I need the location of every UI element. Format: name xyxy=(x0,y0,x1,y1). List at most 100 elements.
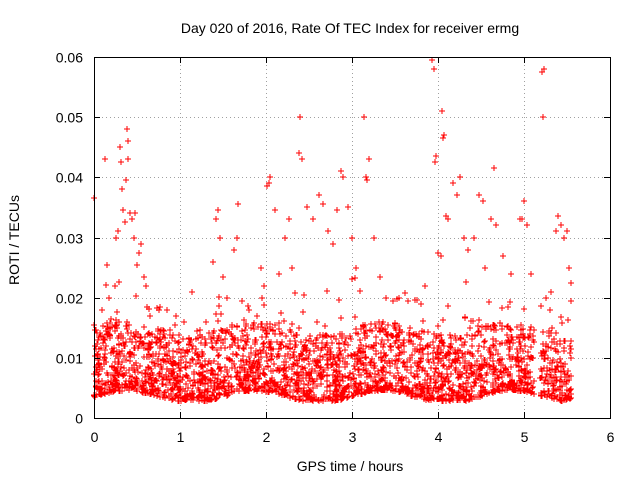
data-point xyxy=(138,334,144,340)
data-point xyxy=(568,355,574,361)
data-point xyxy=(280,387,286,393)
data-point xyxy=(277,331,283,337)
data-point xyxy=(117,144,123,150)
chart-title: Day 020 of 2016, Rate Of TEC Index for r… xyxy=(181,20,519,36)
data-point xyxy=(301,390,307,396)
data-point xyxy=(211,385,217,391)
data-point xyxy=(388,343,394,349)
data-point xyxy=(396,323,402,329)
data-point xyxy=(438,374,444,380)
data-point xyxy=(433,388,439,394)
data-point xyxy=(135,369,141,375)
data-point xyxy=(455,375,461,381)
data-point xyxy=(152,334,158,340)
data-point xyxy=(484,379,490,385)
data-point xyxy=(97,330,103,336)
data-point xyxy=(487,364,493,370)
data-point xyxy=(439,371,445,377)
data-point xyxy=(240,353,246,359)
data-point xyxy=(513,362,519,368)
data-point xyxy=(480,387,486,393)
data-point xyxy=(157,304,163,310)
data-point xyxy=(102,156,108,162)
data-point xyxy=(402,364,408,370)
data-point xyxy=(478,332,484,338)
data-point xyxy=(292,338,298,344)
data-point xyxy=(424,386,430,392)
data-point xyxy=(470,318,476,324)
data-point xyxy=(176,387,182,393)
data-point xyxy=(349,276,355,282)
x-tick-label: 2 xyxy=(263,429,271,445)
data-point xyxy=(283,333,289,339)
data-point xyxy=(422,382,428,388)
data-point xyxy=(310,385,316,391)
data-point xyxy=(161,344,167,350)
data-point xyxy=(558,314,564,320)
data-point xyxy=(435,373,441,379)
data-point xyxy=(276,271,282,277)
data-point xyxy=(390,298,396,304)
data-point xyxy=(119,388,125,394)
data-point xyxy=(289,265,295,271)
data-point xyxy=(222,345,228,351)
data-point xyxy=(154,393,160,399)
data-point xyxy=(272,207,278,213)
data-point xyxy=(145,364,151,370)
data-point xyxy=(336,352,342,358)
data-point xyxy=(290,394,296,400)
data-point xyxy=(343,385,349,391)
data-point xyxy=(368,359,374,365)
data-point xyxy=(291,387,297,393)
data-point xyxy=(504,332,510,338)
data-point xyxy=(186,335,192,341)
data-point xyxy=(479,324,485,330)
data-point xyxy=(300,398,306,404)
data-point xyxy=(116,341,122,347)
data-point xyxy=(471,235,477,241)
data-point xyxy=(185,385,191,391)
data-point xyxy=(150,353,156,359)
data-point xyxy=(528,354,534,360)
data-point xyxy=(269,353,275,359)
data-point xyxy=(449,388,455,394)
data-point xyxy=(199,334,205,340)
data-point xyxy=(415,363,421,369)
data-point xyxy=(546,330,552,336)
data-point xyxy=(126,367,132,373)
data-point xyxy=(242,338,248,344)
data-point xyxy=(267,326,273,332)
data-point xyxy=(219,328,225,334)
data-point xyxy=(475,348,481,354)
data-point xyxy=(157,343,163,349)
data-point xyxy=(356,366,362,372)
data-point xyxy=(178,360,184,366)
data-point xyxy=(499,356,505,362)
data-point xyxy=(438,253,444,259)
data-point xyxy=(158,364,164,370)
data-point xyxy=(389,383,395,389)
data-point xyxy=(208,360,214,366)
data-point xyxy=(289,321,295,327)
data-point xyxy=(268,339,274,345)
data-point xyxy=(372,363,378,369)
data-point xyxy=(369,328,375,334)
data-point xyxy=(124,385,130,391)
data-point xyxy=(552,393,558,399)
data-point xyxy=(248,350,254,356)
data-point xyxy=(255,324,261,330)
data-point xyxy=(417,393,423,399)
data-point xyxy=(338,168,344,174)
data-point xyxy=(413,331,419,337)
data-point xyxy=(147,313,153,319)
data-point xyxy=(461,342,467,348)
data-point xyxy=(160,327,166,333)
data-point xyxy=(422,368,428,374)
data-point xyxy=(389,358,395,364)
data-point xyxy=(422,283,428,289)
data-point xyxy=(478,383,484,389)
data-point xyxy=(303,370,309,376)
data-point xyxy=(446,357,452,363)
data-point xyxy=(103,359,109,365)
data-point xyxy=(358,386,364,392)
